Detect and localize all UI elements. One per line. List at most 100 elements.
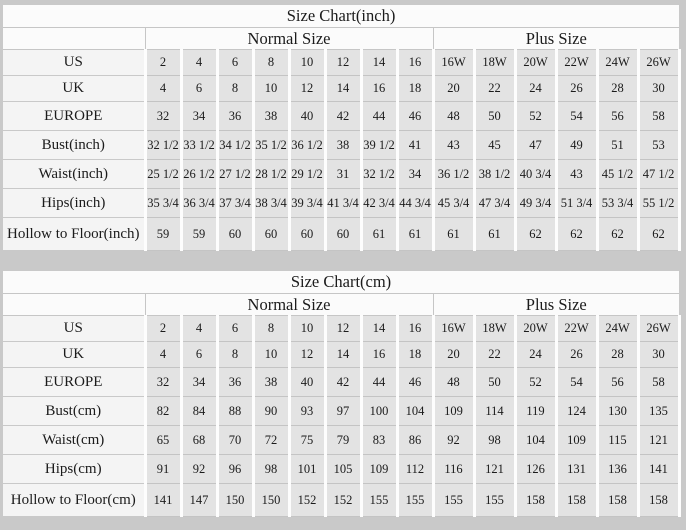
title-row: Size Chart(cm) — [3, 271, 680, 294]
size-cell: 35 1/2 — [251, 130, 289, 160]
size-cell: 18 — [395, 75, 433, 102]
size-cell: 16 — [359, 75, 397, 102]
size-cell: 56 — [595, 101, 638, 131]
size-cell: 22 — [472, 341, 515, 368]
size-cell: 16 — [395, 49, 433, 76]
size-cell: 158 — [636, 483, 681, 517]
size-cell: 42 — [323, 101, 361, 131]
size-cell: 75 — [287, 425, 325, 455]
size-cell: 46 — [395, 101, 433, 131]
size-chart-inch-table: Size Chart(inch) Normal Size Plus Size U… — [3, 5, 681, 251]
size-cell: 54 — [554, 101, 597, 131]
size-cell: 109 — [431, 396, 474, 426]
size-cell: 44 — [359, 101, 397, 131]
size-cell: 62 — [554, 217, 597, 251]
size-cell: 121 — [472, 454, 515, 484]
size-cell: 4 — [143, 341, 181, 368]
size-cell: 124 — [554, 396, 597, 426]
size-cell: 6 — [179, 75, 217, 102]
size-cell: 61 — [431, 217, 474, 251]
size-cell: 52 — [513, 367, 556, 397]
size-cell: 10 — [287, 315, 325, 342]
size-cell: 6 — [179, 341, 217, 368]
size-cell: 4 — [143, 75, 181, 102]
size-cell: 61 — [395, 217, 433, 251]
size-cell: 59 — [143, 217, 181, 251]
row-label: Bust(inch) — [3, 130, 145, 160]
table-row: Waist(cm) 65 68 70 72 75 79 83 86 92 98 104 109 115 12… — [3, 425, 681, 455]
size-cell: 68 — [179, 425, 217, 455]
size-cell: 47 3/4 — [472, 188, 515, 218]
size-cell: 115 — [595, 425, 638, 455]
plus-size-header: Plus Size — [433, 27, 680, 50]
size-cell: 6 — [215, 315, 253, 342]
size-cell: 60 — [323, 217, 361, 251]
group-header-row: Normal Size Plus Size — [3, 27, 680, 50]
size-cell: 83 — [359, 425, 397, 455]
corner-cell — [3, 293, 146, 316]
size-cell: 150 — [251, 483, 289, 517]
table-row: Bust(inch) 32 1/2 33 1/2 34 1/2 35 1/2 36 1/2… — [3, 130, 681, 160]
size-cell: 33 1/2 — [179, 130, 217, 160]
row-label: Hips(inch) — [3, 188, 145, 218]
table-row: Waist(inch) 25 1/2 26 1/2 27 1/2 28 1/2 29 1/… — [3, 159, 681, 189]
row-label: UK — [3, 75, 145, 102]
size-cell: 59 — [179, 217, 217, 251]
size-cell: 2 — [143, 49, 181, 76]
size-cell: 58 — [636, 101, 681, 131]
size-cell: 27 1/2 — [215, 159, 253, 189]
size-cell: 41 — [395, 130, 433, 160]
row-label: Hollow to Floor(inch) — [3, 217, 145, 251]
size-cell: 40 — [287, 101, 325, 131]
size-cell: 48 — [431, 367, 474, 397]
row-label: Hollow to Floor(cm) — [3, 483, 145, 517]
size-cell: 2 — [143, 315, 181, 342]
size-cell: 155 — [472, 483, 515, 517]
size-cell: 6 — [215, 49, 253, 76]
size-cell: 14 — [323, 75, 361, 102]
size-cell: 14 — [359, 49, 397, 76]
table-row: US 2 4 6 8 10 12 14 16 16W 18W 20W 22W 24W 26W — [3, 49, 681, 76]
size-cell: 4 — [179, 49, 217, 76]
size-cell: 79 — [323, 425, 361, 455]
size-cell: 49 3/4 — [513, 188, 556, 218]
size-cell: 121 — [636, 425, 681, 455]
size-cell: 61 — [472, 217, 515, 251]
size-cell: 49 — [554, 130, 597, 160]
size-cell: 38 1/2 — [472, 159, 515, 189]
size-cell: 155 — [395, 483, 433, 517]
size-cell: 26 — [554, 75, 597, 102]
normal-size-header: Normal Size — [145, 27, 434, 50]
size-cell: 104 — [395, 396, 433, 426]
size-cell: 86 — [395, 425, 433, 455]
row-label: US — [3, 49, 145, 76]
table-row: EUROPE 32 34 36 38 40 42 44 46 48 50 52 54 56 58 — [3, 367, 681, 397]
size-cell: 38 — [323, 130, 361, 160]
size-cell: 38 — [251, 101, 289, 131]
size-cell: 92 — [179, 454, 217, 484]
size-cell: 36 1/2 — [287, 130, 325, 160]
size-cell: 114 — [472, 396, 515, 426]
size-cell: 62 — [636, 217, 681, 251]
size-cell: 8 — [215, 341, 253, 368]
size-cell: 29 1/2 — [287, 159, 325, 189]
size-cell: 24W — [595, 49, 638, 76]
size-cell: 42 3/4 — [359, 188, 397, 218]
title-row: Size Chart(inch) — [3, 5, 680, 28]
size-cell: 41 3/4 — [323, 188, 361, 218]
size-cell: 52 — [513, 101, 556, 131]
size-cell: 12 — [287, 341, 325, 368]
size-cell: 28 — [595, 75, 638, 102]
size-cell: 51 3/4 — [554, 188, 597, 218]
size-cell: 50 — [472, 367, 515, 397]
size-cell: 16W — [431, 315, 474, 342]
size-cell: 30 — [636, 75, 681, 102]
size-cell: 44 — [359, 367, 397, 397]
size-cell: 14 — [323, 341, 361, 368]
size-cell: 8 — [251, 315, 289, 342]
size-cell: 40 3/4 — [513, 159, 556, 189]
size-cell: 20W — [513, 49, 556, 76]
size-cell: 91 — [143, 454, 181, 484]
size-cell: 136 — [595, 454, 638, 484]
table-row: UK 4 6 8 10 12 14 16 18 20 22 24 26 28 30 — [3, 75, 681, 102]
